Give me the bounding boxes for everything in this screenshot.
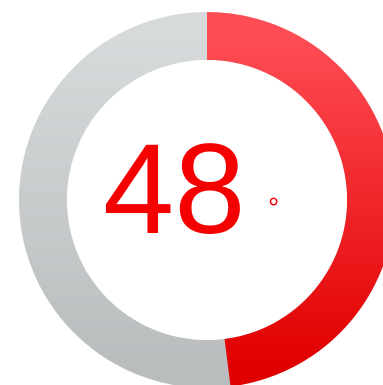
gauge-fill-arc <box>206 12 383 385</box>
gauge-unit: ° <box>268 192 280 223</box>
gauge-value: 48 <box>103 118 246 261</box>
gauge-center <box>67 60 347 340</box>
